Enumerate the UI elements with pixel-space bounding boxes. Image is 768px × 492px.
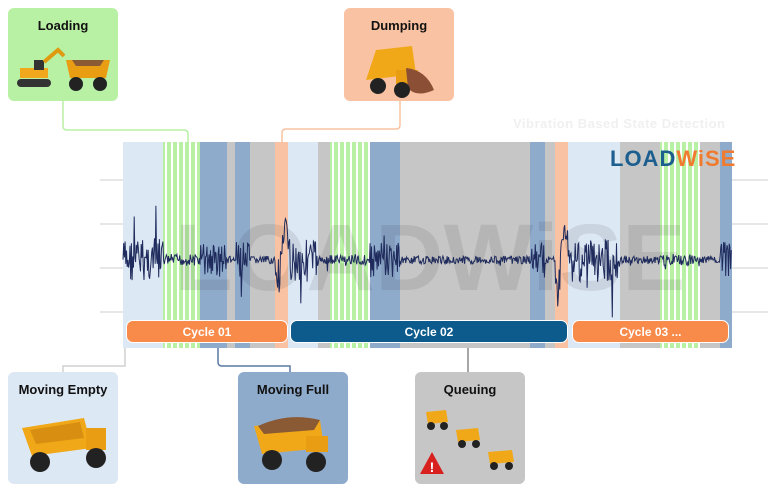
- state-band-queuing: [620, 142, 660, 348]
- loaded-dump-truck-icon: [254, 417, 328, 472]
- loading-connector: [62, 101, 189, 142]
- empty-dump-truck-icon: [22, 418, 106, 472]
- dumping-card: Dumping: [344, 8, 454, 101]
- cycle-03-label: Cycle 03 ...: [572, 320, 729, 343]
- moving-full-card: Moving Full: [238, 372, 348, 484]
- svg-text:!: !: [430, 459, 435, 475]
- state-band-dumping: [275, 142, 288, 348]
- moving-empty-card: Moving Empty: [8, 372, 118, 484]
- queued-trucks-icon: !: [420, 410, 514, 475]
- dump-truck-dumping-icon: [366, 46, 434, 98]
- queuing-card: Queuing !: [415, 372, 525, 484]
- state-band-queuing: [545, 142, 555, 348]
- warning-icon: !: [420, 452, 444, 475]
- cycle-01-label: Cycle 01: [126, 320, 288, 343]
- state-band-loading: [163, 142, 200, 348]
- loading-card: Loading: [8, 8, 118, 101]
- vibration-signal: [122, 205, 732, 318]
- cycle-02-label: Cycle 02: [290, 320, 568, 343]
- state-band-queuing: [250, 142, 275, 348]
- chart-subtitle: Vibration Based State Detection: [513, 116, 726, 131]
- state-band-queuing: [318, 142, 330, 348]
- state-band-moving-full: [370, 142, 400, 348]
- moving-empty-connector: [62, 348, 126, 372]
- state-band-queuing: [400, 142, 530, 348]
- state-band-queuing: [227, 142, 235, 348]
- state-band-moving-full: [235, 142, 250, 348]
- state-band-moving-full: [530, 142, 545, 348]
- excavator-truck-icon: [17, 47, 110, 91]
- state-band-moving-full: [720, 142, 732, 348]
- loadwise-logo: LOADWiSE: [610, 146, 737, 171]
- dumping-connector: [281, 101, 401, 142]
- moving-full-connector: [217, 348, 291, 372]
- state-band-queuing: [700, 142, 720, 348]
